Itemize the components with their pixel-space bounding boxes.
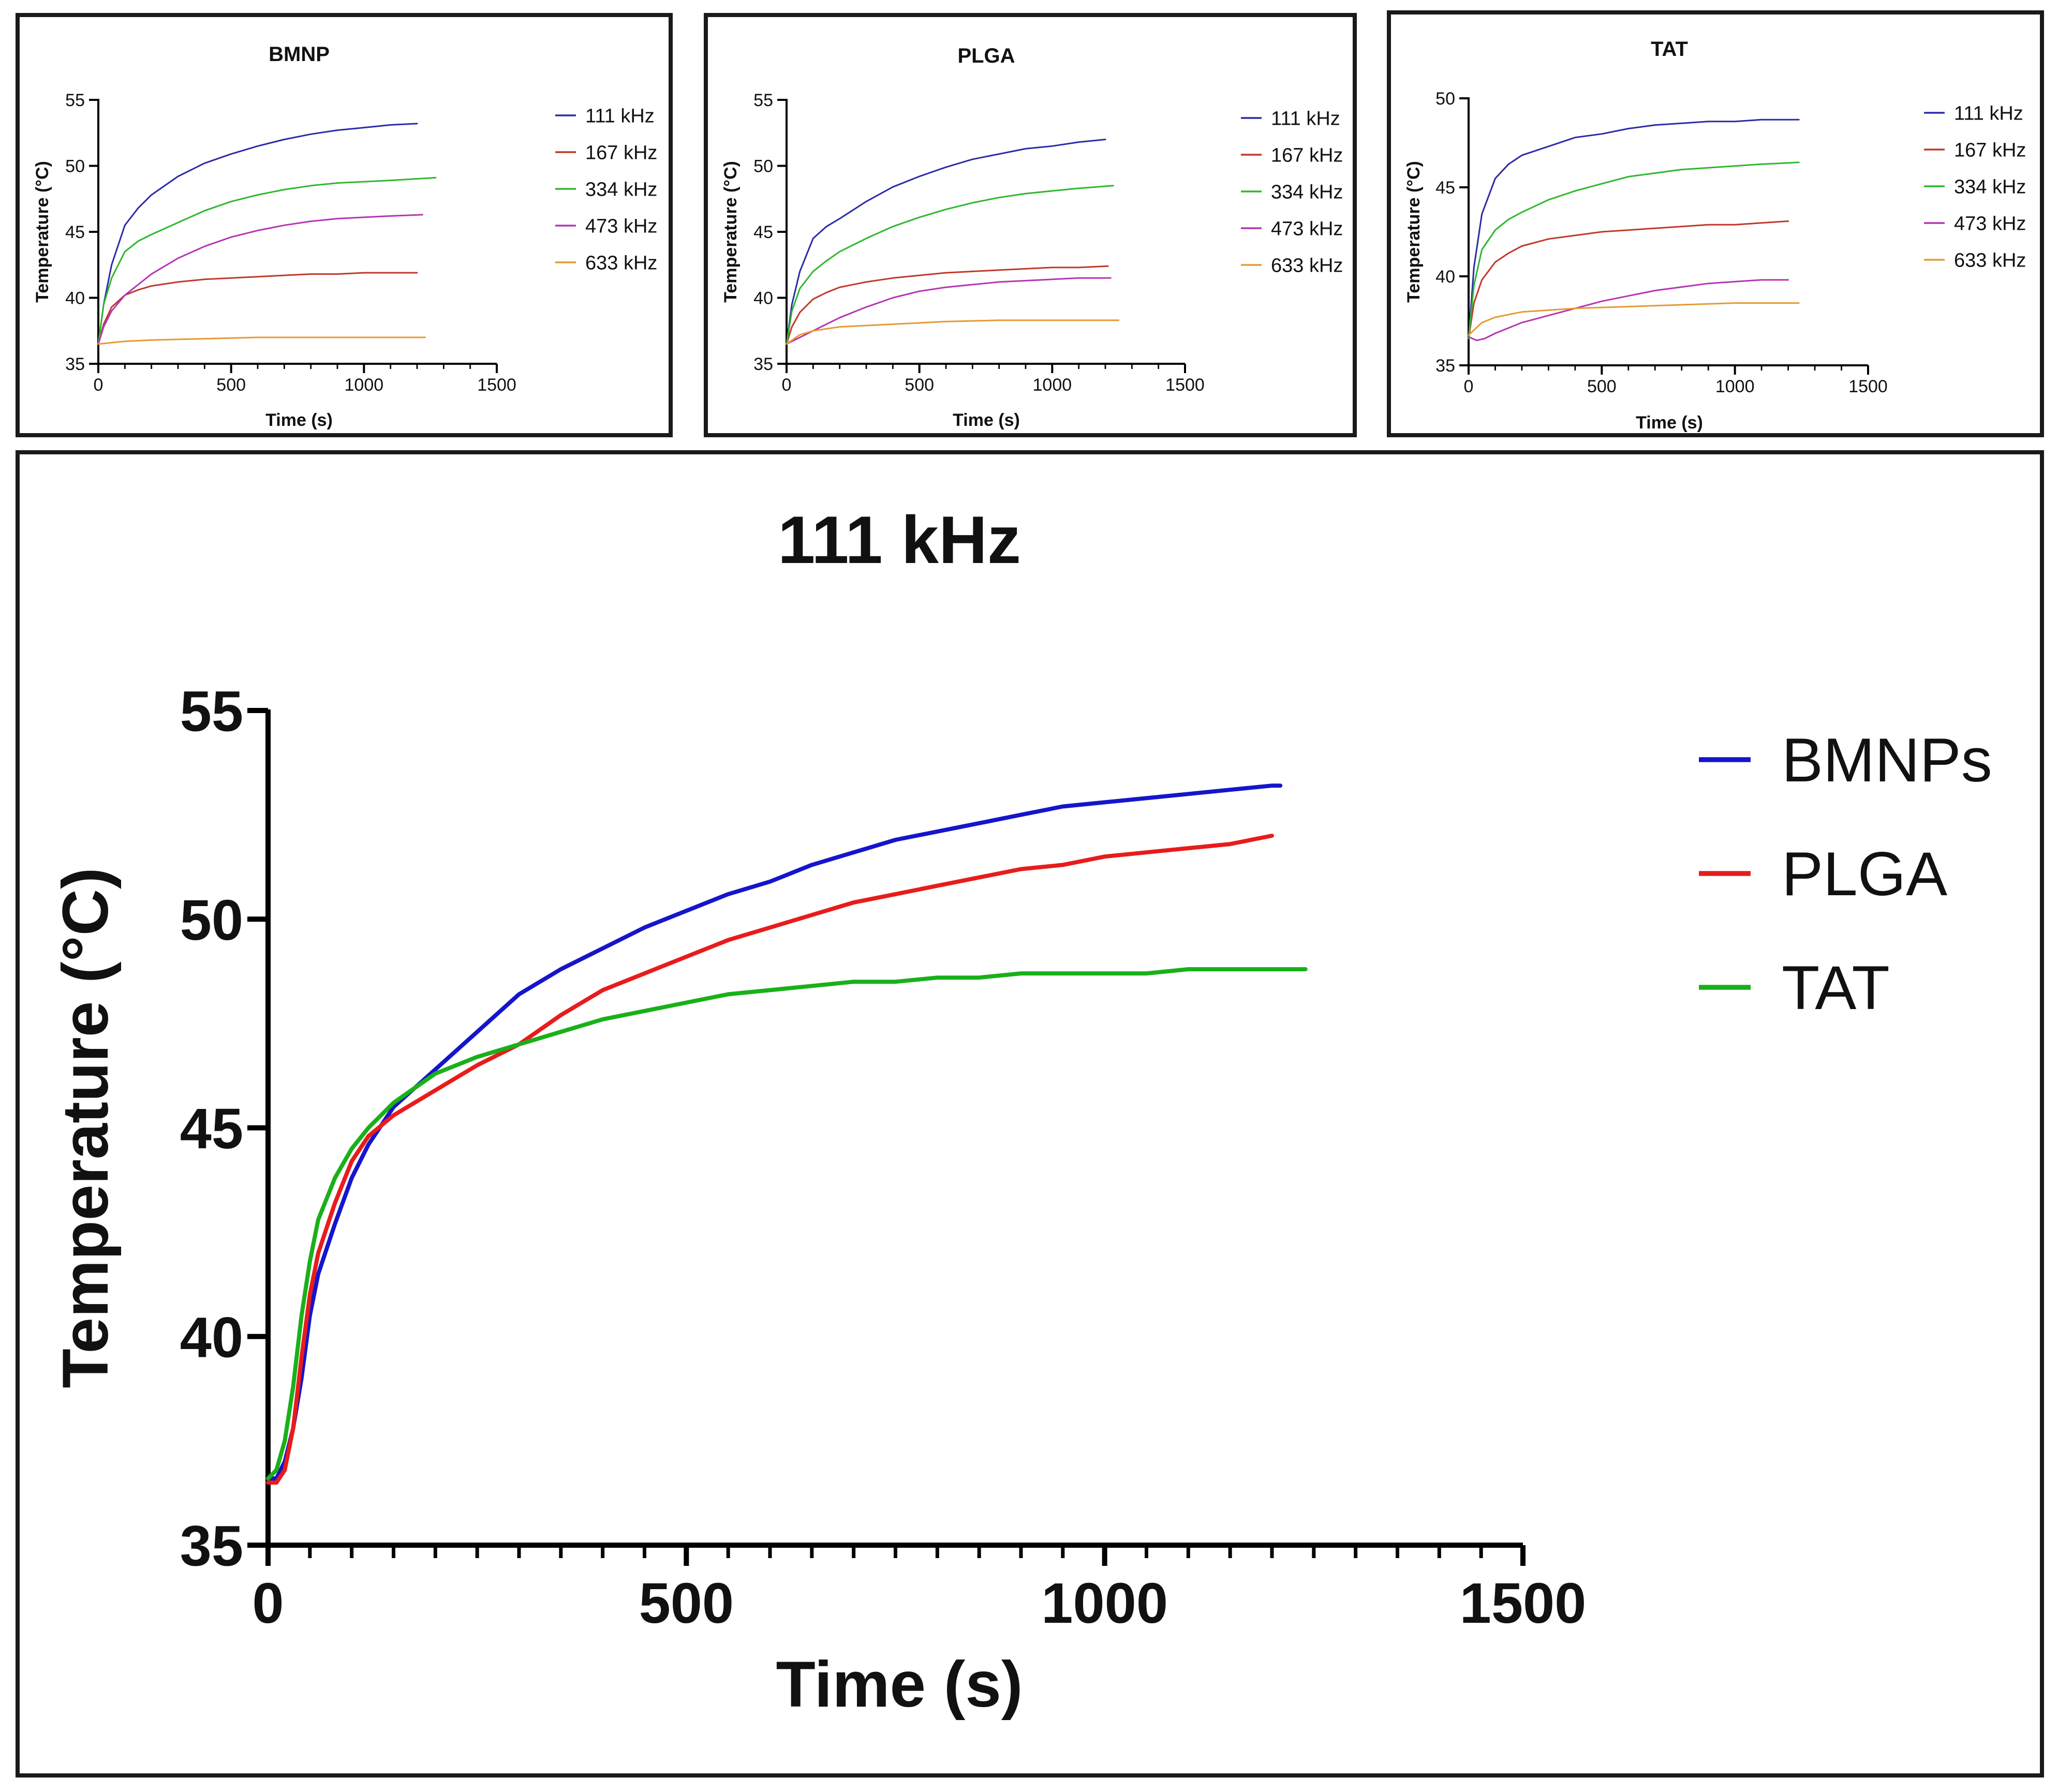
main-panel: 111 kHz 35 40 45 50 55 0 500 1000 1500 Time (s) Tem…: [16, 450, 2044, 1778]
bmnp-y-tick-label: 45: [65, 223, 85, 242]
tat-x-tick-label: 1500: [1848, 377, 1888, 396]
plga-series-633-khz: [786, 319, 1120, 345]
bmnp-y-axis-title: Temperature (°C): [33, 161, 52, 303]
bmnp-x-tick-label: 1500: [477, 375, 516, 395]
plga-x-tick-label: 500: [905, 375, 934, 395]
bmnp-panel: BMNP 35 40 45 50 55 0 500 1000 1500 Time (s) Temper…: [16, 13, 673, 437]
main-x-tick-label: 0: [252, 1572, 284, 1635]
main-y-tick-label: 55: [180, 680, 243, 744]
main-x-tick-label: 500: [639, 1572, 734, 1635]
bmnp-y-tick-label: 55: [65, 91, 85, 110]
bmnp-x-tick-label: 500: [216, 375, 246, 395]
tat-series-473-khz: [1468, 279, 1789, 342]
tat-series-633-khz: [1468, 302, 1800, 336]
plga-series-473-khz: [786, 277, 1112, 345]
bmnp-legend-label: 473 kHz: [585, 215, 657, 237]
bmnp-legend-label: 334 kHz: [585, 179, 657, 200]
bmnp-x-axis-title: Time (s): [265, 410, 333, 430]
plga-title: PLGA: [957, 45, 1015, 67]
main-y-tick-label: 35: [180, 1515, 243, 1578]
plga-y-axis-title: Temperature (°C): [721, 161, 741, 303]
main-y-tick-label: 45: [180, 1097, 243, 1161]
tat-legend-label: 633 kHz: [1954, 249, 2026, 271]
tat-y-axis-title: Temperature (°C): [1404, 161, 1424, 303]
main-series-plga: [266, 834, 1274, 1485]
plga-y-tick-label: 50: [753, 157, 773, 176]
tat-series-111-khz: [1468, 119, 1800, 339]
tat-y-tick-label: 50: [1435, 89, 1455, 109]
bmnp-series-334-khz: [97, 176, 437, 345]
main-legend-label: TAT: [1782, 953, 1890, 1023]
bmnp-legend-label: 633 kHz: [585, 252, 657, 274]
bmnp-legend-label: 167 kHz: [585, 142, 657, 164]
bmnp-series-167-khz: [97, 272, 418, 345]
tat-legend-label: 473 kHz: [1954, 213, 2026, 234]
main-legend-label: PLGA: [1782, 839, 1947, 909]
plga-chart: PLGA 35 40 45 50 55 0 500 1000 1500 Time (s) Temper…: [721, 45, 1343, 430]
main-y-tick-label: 50: [180, 888, 243, 952]
bmnp-x-tick-label: 1000: [345, 375, 384, 395]
main-y-tick-label: 40: [180, 1306, 243, 1369]
tat-x-axis-title: Time (s): [1636, 413, 1703, 433]
plga-legend-label: 111 kHz: [1271, 108, 1340, 129]
plga-series-167-khz: [786, 265, 1109, 345]
plga-x-tick-label: 1000: [1033, 375, 1072, 395]
plga-y-tick-label: 35: [753, 354, 773, 374]
tat-y-tick-label: 45: [1435, 178, 1455, 198]
plga-series-334-khz: [786, 185, 1114, 345]
tat-legend-label: 334 kHz: [1954, 176, 2026, 198]
tat-legend-label: 111 kHz: [1954, 102, 2023, 124]
bmnp-y-tick-label: 50: [65, 157, 85, 176]
plga-series-111-khz: [786, 139, 1106, 345]
tat-series-334-khz: [1468, 161, 1800, 339]
plga-legend-label: 473 kHz: [1271, 218, 1343, 240]
bmnp-x-tick-label: 0: [94, 375, 103, 395]
bmnp-legend-label: 111 kHz: [585, 105, 655, 127]
main-x-axis-title: Time (s): [776, 1649, 1023, 1721]
plga-panel: PLGA 35 40 45 50 55 0 500 1000 1500 Time (s) Temper…: [704, 13, 1357, 437]
plga-y-tick-label: 55: [753, 91, 773, 110]
main-series-bmnps: [266, 783, 1283, 1480]
main-legend-label: BMNPs: [1782, 725, 1992, 795]
tat-x-tick-label: 500: [1587, 377, 1617, 396]
bmnp-y-tick-label: 35: [65, 354, 85, 374]
bmnp-y-tick-label: 40: [65, 289, 85, 308]
plga-legend-label: 167 kHz: [1271, 144, 1343, 166]
bmnp-title: BMNP: [269, 43, 330, 66]
plga-x-tick-label: 0: [782, 375, 792, 395]
main-x-tick-label: 1500: [1460, 1572, 1587, 1635]
plga-legend-label: 334 kHz: [1271, 181, 1343, 203]
bmnp-chart: BMNP 35 40 45 50 55 0 500 1000 1500 Time (s) Temper…: [33, 43, 657, 430]
tat-y-tick-label: 35: [1435, 356, 1455, 376]
plga-x-axis-title: Time (s): [953, 410, 1020, 430]
plga-y-tick-label: 40: [753, 289, 773, 308]
main-y-axis-title: Temperature (°C): [50, 867, 122, 1388]
plga-x-tick-label: 1500: [1165, 375, 1205, 395]
bmnp-series-473-khz: [97, 214, 423, 345]
main-x-tick-label: 1000: [1041, 1572, 1168, 1635]
tat-y-tick-label: 40: [1435, 267, 1455, 287]
tat-x-tick-label: 0: [1464, 377, 1474, 396]
main-chart: 111 kHz 35 40 45 50 55 0 500 1000 1500 Time (s) Tem…: [50, 502, 1992, 1721]
tat-legend-label: 167 kHz: [1954, 139, 2026, 161]
tat-title: TAT: [1651, 38, 1688, 61]
plga-y-tick-label: 45: [753, 223, 773, 242]
plga-legend-label: 633 kHz: [1271, 255, 1343, 276]
main-title: 111 kHz: [778, 502, 1021, 577]
bmnp-series-111-khz: [97, 123, 418, 345]
tat-x-tick-label: 1000: [1715, 377, 1755, 396]
tat-series-167-khz: [1468, 220, 1789, 339]
main-series-tat: [266, 967, 1308, 1480]
tat-panel: TAT 35 40 45 50 0 500 1000 1500 Time (s) Temperatu…: [1387, 10, 2044, 437]
bmnp-series-633-khz: [97, 336, 426, 345]
